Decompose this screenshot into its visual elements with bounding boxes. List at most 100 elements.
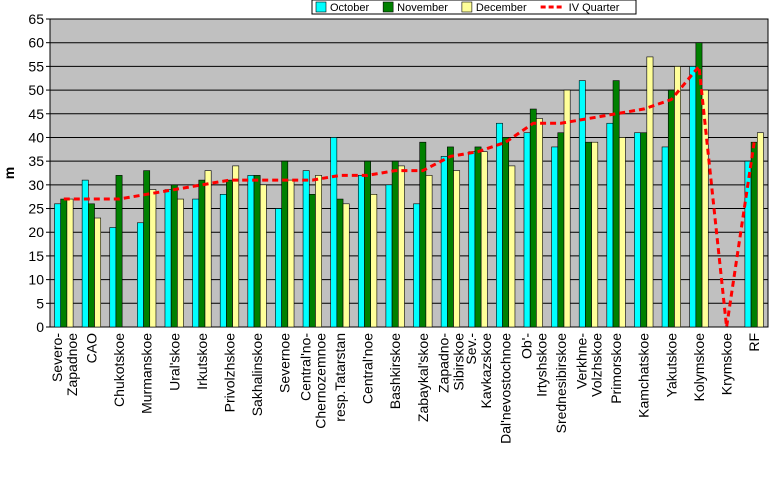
bar: [397, 165, 405, 328]
bar: [54, 203, 62, 328]
x-tick-label: Verkhne-Volzhskoe: [574, 333, 605, 397]
bar: [701, 89, 709, 328]
bar: [232, 165, 240, 328]
y-tick-label: 50: [28, 82, 44, 98]
bar: [81, 179, 89, 328]
x-tick-label: Kolymskoe: [691, 333, 707, 402]
bar: [198, 179, 206, 328]
bar: [618, 137, 626, 328]
bar: [474, 146, 482, 328]
bar: [247, 175, 255, 328]
bar: [496, 122, 503, 328]
x-tick-label: Severnoe: [277, 333, 293, 393]
y-tick-label: 0: [36, 319, 44, 335]
y-tick-label: 60: [28, 35, 44, 51]
bar: [756, 132, 764, 328]
legend-label: October: [330, 2, 369, 14]
y-tick-label: 55: [28, 58, 44, 74]
x-tick-label: Ob'-Irtyshskoe: [518, 333, 549, 397]
x-tick-label: Srednesibirskoe: [553, 333, 569, 434]
legend-label: December: [476, 2, 527, 14]
bar: [192, 198, 200, 328]
bar: [447, 146, 454, 328]
bar: [674, 66, 681, 328]
x-tick-label: Central'no-Chernozemnoe: [297, 333, 328, 429]
x-tick-label: Primorskoe: [608, 333, 624, 404]
bar: [640, 132, 648, 328]
bar: [94, 217, 102, 328]
x-tick-label: Zabaykal'skoe: [415, 333, 431, 422]
bar: [502, 137, 510, 328]
bar: [689, 66, 697, 328]
plot-area: [49, 18, 769, 328]
x-tick-label: resp.Tatarstan: [332, 333, 348, 422]
bar: [357, 175, 365, 328]
x-tick-label: RF: [746, 333, 762, 352]
y-axis-label: m: [1, 167, 17, 179]
bar: [287, 179, 295, 328]
bar: [342, 203, 350, 328]
bar: [302, 170, 310, 328]
bar: [440, 156, 448, 328]
bar: [177, 198, 184, 328]
bar: [115, 175, 123, 328]
legend-swatch: [382, 1, 394, 13]
y-tick-label: 5: [36, 295, 44, 311]
bar: [391, 160, 399, 328]
x-tick-label: Irkutskoe: [194, 333, 210, 390]
bar: [60, 198, 68, 328]
bar: [425, 175, 433, 328]
bar: [109, 227, 117, 328]
bar: [88, 203, 95, 328]
x-tick-label: CAO: [83, 333, 99, 363]
y-tick-label: 30: [28, 177, 44, 193]
x-tick-label: Sakhalinskoe: [249, 333, 265, 416]
bar: [468, 151, 476, 328]
y-tick-label: 20: [28, 224, 44, 240]
x-tick-label: Krymskoe: [719, 333, 735, 395]
bar: [695, 42, 703, 328]
bar: [585, 141, 592, 328]
bar: [661, 146, 669, 328]
bar: [551, 146, 559, 328]
x-tick-label: Privolzhskoe: [222, 333, 238, 413]
y-tick-label: 15: [28, 248, 44, 264]
bar: [536, 118, 543, 328]
x-tick-label: Severo-Zapadnoe: [49, 333, 80, 396]
y-tick-label: 10: [28, 272, 44, 288]
y-tick-label: 40: [28, 129, 44, 145]
bar: [226, 179, 233, 328]
x-tick-label: Chukotskoe: [111, 333, 127, 407]
legend-swatch: [461, 1, 473, 13]
bar: [315, 175, 322, 328]
bar: [364, 160, 371, 328]
bar: [453, 170, 461, 328]
bar: [281, 160, 289, 328]
bar: [634, 132, 641, 328]
bar: [385, 184, 393, 328]
x-tick-label: Murmanskoe: [139, 333, 155, 414]
x-tick-label: Kamchatskoe: [636, 333, 652, 418]
bar: [308, 194, 316, 328]
bar: [275, 208, 282, 328]
bar: [66, 198, 74, 328]
bar: [413, 203, 421, 328]
bar: [563, 89, 571, 328]
line: [63, 64, 756, 329]
x-tick-label: Dal'nevostochnoe: [498, 333, 514, 444]
bar: [219, 194, 227, 328]
bar: [204, 170, 212, 328]
bar: [480, 151, 488, 328]
x-tick-label: Sev.-Kavkazskoe: [463, 333, 494, 409]
bar: [330, 137, 338, 328]
bar: [170, 184, 178, 328]
y-tick-label: 25: [28, 201, 44, 217]
bar: [606, 122, 614, 328]
bar: [137, 222, 144, 328]
bar: [523, 132, 531, 328]
x-tick-label: Yakutskoe: [663, 333, 679, 398]
bar: [646, 56, 654, 328]
bar: [164, 189, 172, 328]
legend-swatch: [315, 1, 327, 13]
y-tick-label: 65: [28, 11, 44, 27]
